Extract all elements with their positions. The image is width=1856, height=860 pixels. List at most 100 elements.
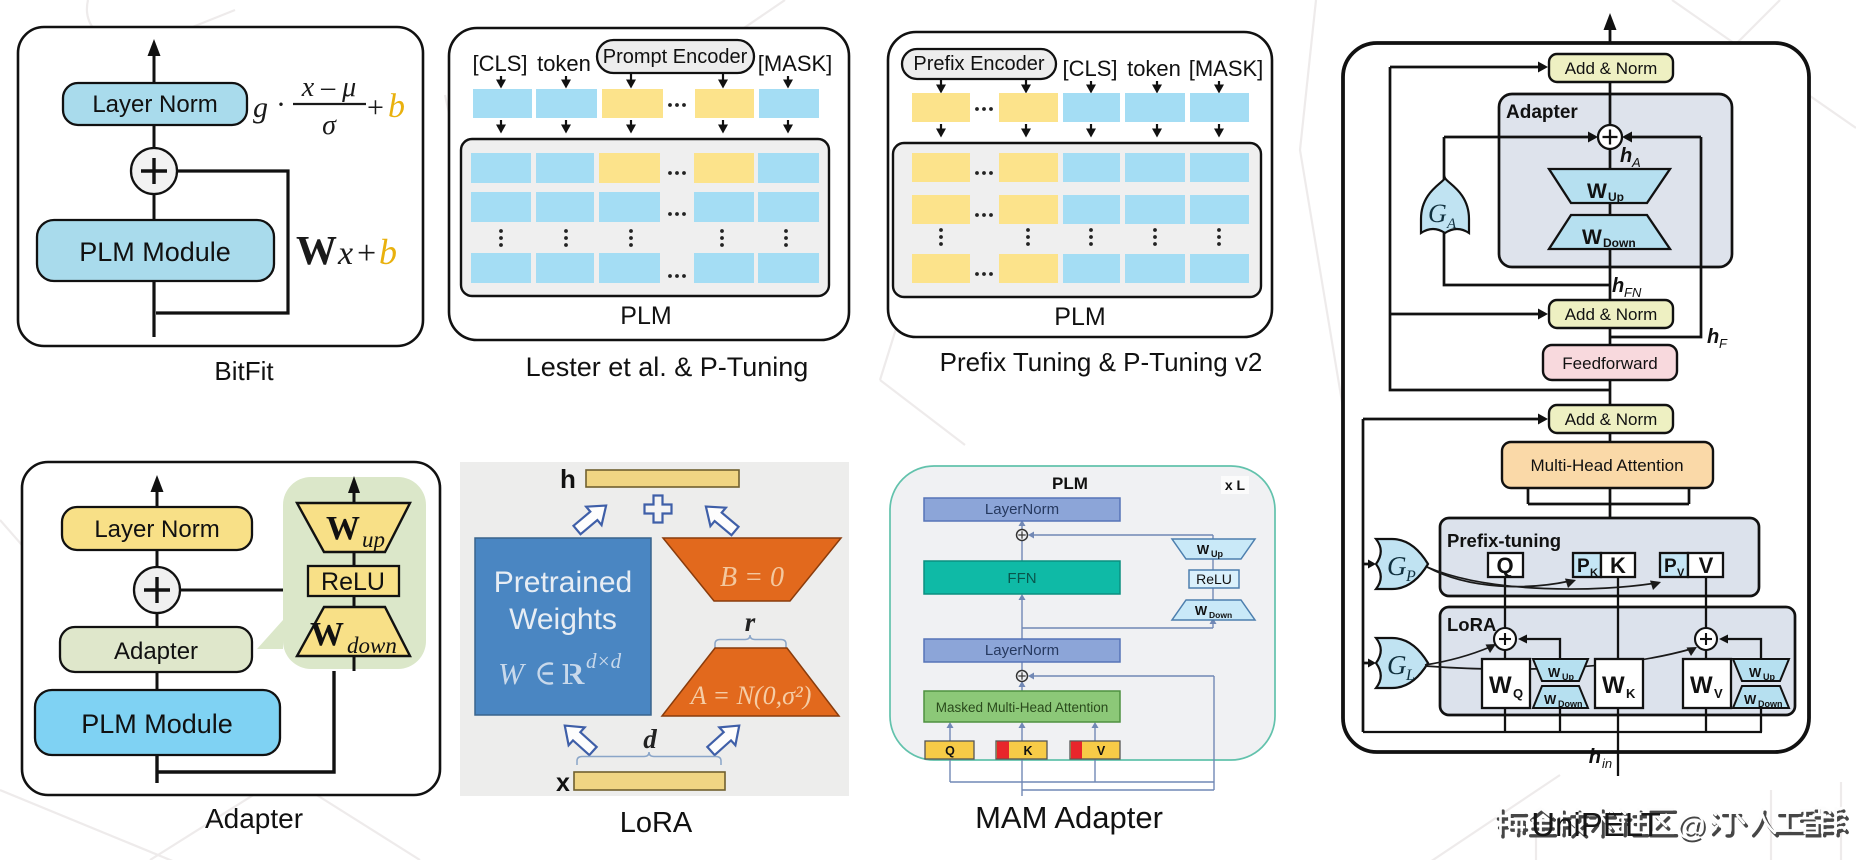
svg-text:W: W — [1587, 180, 1607, 203]
svg-text:PLM Module: PLM Module — [81, 709, 233, 739]
svg-text:Add & Norm: Add & Norm — [1565, 59, 1658, 78]
svg-text:K: K — [1590, 567, 1598, 579]
svg-text:PLM Module: PLM Module — [79, 237, 231, 267]
svg-text:BitFit: BitFit — [214, 356, 274, 386]
svg-text:V: V — [1097, 744, 1106, 758]
svg-text:d×d: d×d — [586, 649, 622, 673]
svg-text:@: @ — [1678, 812, 1708, 845]
svg-text:G: G — [1428, 199, 1447, 228]
svg-text:Pretrained: Pretrained — [494, 566, 632, 599]
svg-text:h: h — [1612, 275, 1624, 297]
svg-text:+: + — [367, 91, 384, 124]
svg-text:B = 0: B = 0 — [720, 562, 784, 593]
svg-text:W: W — [310, 616, 344, 653]
svg-text:G: G — [1387, 650, 1407, 680]
svg-text:W: W — [1602, 672, 1625, 699]
svg-text:Down: Down — [1758, 699, 1783, 709]
svg-text:W: W — [1690, 672, 1713, 699]
svg-text:Prefix Tuning & P-Tuning v2: Prefix Tuning & P-Tuning v2 — [940, 347, 1263, 377]
svg-text:W: W — [1544, 692, 1557, 707]
svg-text:Q: Q — [1496, 553, 1513, 578]
svg-text:G: G — [1387, 551, 1407, 581]
svg-text:Up: Up — [1562, 672, 1574, 682]
svg-text:Prefix Encoder: Prefix Encoder — [913, 53, 1045, 75]
svg-text:Prefix-tuning: Prefix-tuning — [1447, 530, 1561, 551]
svg-text:Down: Down — [1558, 699, 1583, 709]
svg-text:Layer Norm: Layer Norm — [92, 91, 217, 118]
svg-text:h: h — [1620, 145, 1632, 167]
svg-text:g: g — [253, 91, 268, 124]
svg-text:x: x — [337, 235, 353, 272]
svg-text:[MASK]: [MASK] — [1189, 56, 1264, 81]
svg-text:FN: FN — [1624, 285, 1642, 300]
svg-text:x: x — [556, 769, 570, 797]
svg-text:W: W — [1749, 665, 1762, 680]
svg-text:ReLU: ReLU — [1196, 571, 1232, 587]
svg-text:[CLS]: [CLS] — [1062, 56, 1117, 81]
svg-text:W: W — [1195, 603, 1208, 618]
svg-text:Q: Q — [1513, 686, 1523, 701]
svg-text:W: W — [1744, 692, 1757, 707]
svg-text:FFN: FFN — [1007, 570, 1036, 587]
svg-text:x – μ: x – μ — [301, 72, 356, 103]
svg-text:Down: Down — [1603, 236, 1636, 250]
svg-text:L: L — [1405, 667, 1415, 684]
svg-text:Up: Up — [1608, 190, 1624, 204]
svg-text:Weights: Weights — [509, 603, 617, 636]
svg-text:token: token — [537, 51, 591, 76]
svg-text:r: r — [745, 607, 756, 637]
svg-text:A: A — [1446, 216, 1457, 232]
svg-text:b: b — [388, 88, 405, 125]
svg-text:Lester et al. & P-Tuning: Lester et al. & P-Tuning — [526, 352, 809, 382]
svg-text:P: P — [1405, 568, 1416, 585]
svg-text:Multi-Head Attention: Multi-Head Attention — [1530, 456, 1683, 475]
svg-text:K: K — [1610, 553, 1626, 578]
svg-text:P: P — [1664, 556, 1677, 577]
svg-text:W: W — [1582, 226, 1602, 249]
svg-text:W: W — [1548, 665, 1561, 680]
svg-text:MAM Adapter: MAM Adapter — [975, 800, 1163, 835]
svg-text:up: up — [362, 527, 385, 552]
svg-text:Q: Q — [945, 744, 955, 758]
svg-text:@: @ — [1676, 809, 1706, 842]
svg-text:Adapter: Adapter — [1506, 102, 1578, 123]
svg-text:h: h — [560, 464, 576, 494]
svg-text:[MASK]: [MASK] — [758, 51, 833, 76]
svg-text:b: b — [379, 232, 397, 272]
svg-text:K: K — [1023, 744, 1032, 758]
svg-text:[CLS]: [CLS] — [472, 51, 527, 76]
svg-text:Adapter: Adapter — [205, 803, 303, 834]
svg-text:Down: Down — [1209, 610, 1232, 620]
svg-text:x L: x L — [1225, 477, 1246, 493]
svg-text:+: + — [357, 235, 376, 272]
svg-text:down: down — [347, 633, 397, 658]
svg-text:Feedforward: Feedforward — [1562, 354, 1657, 373]
svg-text:LoRA: LoRA — [1447, 614, 1496, 635]
svg-text:W: W — [326, 510, 360, 547]
svg-text:·: · — [276, 88, 286, 121]
svg-text:token: token — [1127, 56, 1181, 81]
svg-text:ReLU: ReLU — [321, 568, 385, 596]
svg-text:A: A — [1631, 155, 1641, 170]
svg-text:Prompt Encoder: Prompt Encoder — [603, 46, 748, 68]
svg-text:PLM: PLM — [620, 302, 671, 330]
svg-text:Masked Multi-Head Attention: Masked Multi-Head Attention — [936, 700, 1109, 715]
svg-text:d: d — [643, 724, 657, 754]
svg-text:LayerNorm: LayerNorm — [985, 501, 1059, 518]
svg-text:Add & Norm: Add & Norm — [1565, 410, 1658, 429]
svg-text:V: V — [1714, 686, 1723, 701]
svg-text:Adapter: Adapter — [114, 638, 198, 665]
svg-text:Layer Norm: Layer Norm — [94, 516, 219, 543]
svg-text:V: V — [1699, 553, 1714, 578]
svg-text:Add & Norm: Add & Norm — [1565, 305, 1658, 324]
svg-text:W: W — [1489, 672, 1512, 699]
svg-text:R: R — [562, 656, 585, 691]
svg-text:σ: σ — [322, 110, 337, 141]
svg-text:h: h — [1589, 746, 1601, 768]
svg-text:h: h — [1707, 326, 1719, 348]
svg-text:UniPELT: UniPELT — [1531, 806, 1661, 843]
svg-text:W: W — [296, 227, 337, 273]
svg-text:W: W — [1197, 542, 1210, 557]
svg-text:K: K — [1626, 686, 1636, 701]
svg-text:PLM: PLM — [1054, 303, 1105, 331]
